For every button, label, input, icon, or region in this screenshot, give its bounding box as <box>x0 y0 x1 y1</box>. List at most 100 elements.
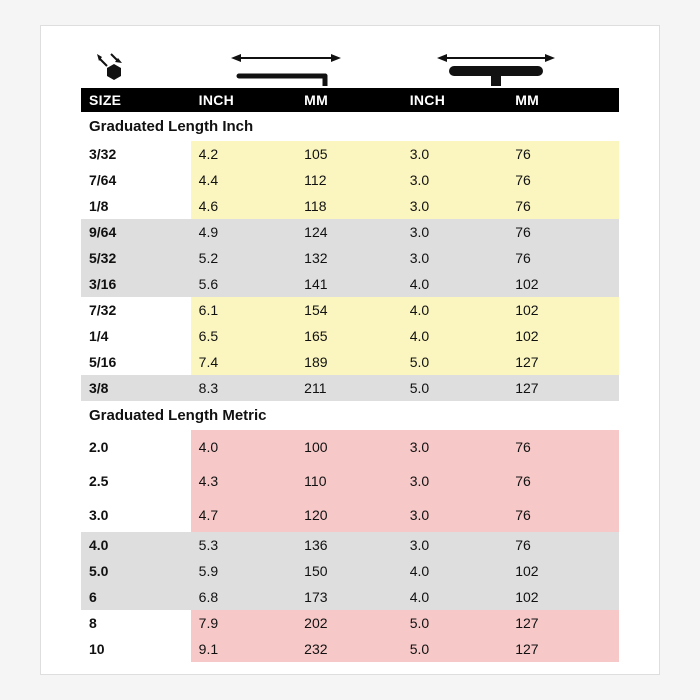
cell-value: 127 <box>507 349 619 375</box>
cell-value: 7.4 <box>191 349 297 375</box>
cell-value: 4.4 <box>191 167 297 193</box>
cell-value: 102 <box>507 271 619 297</box>
cell-value: 136 <box>296 532 402 558</box>
table-row: 2.04.01003.076 <box>81 430 619 464</box>
cell-size: 3.0 <box>81 498 191 532</box>
cell-value: 76 <box>507 167 619 193</box>
cell-value: 76 <box>507 245 619 271</box>
cell-value: 3.0 <box>402 464 508 498</box>
section-title: Graduated Length Metric <box>81 401 619 430</box>
cell-value: 5.0 <box>402 375 508 401</box>
cell-value: 102 <box>507 297 619 323</box>
cell-value: 127 <box>507 610 619 636</box>
table-row: 66.81734.0102 <box>81 584 619 610</box>
cell-value: 4.0 <box>402 323 508 349</box>
cell-size: 10 <box>81 636 191 662</box>
cell-value: 7.9 <box>191 610 297 636</box>
l-key-length-icon <box>187 50 391 86</box>
cell-size: 1/4 <box>81 323 191 349</box>
cell-value: 100 <box>296 430 402 464</box>
cell-value: 102 <box>507 323 619 349</box>
cell-size: 9/64 <box>81 219 191 245</box>
cell-value: 4.0 <box>402 558 508 584</box>
cell-value: 4.0 <box>402 271 508 297</box>
cell-size: 5/32 <box>81 245 191 271</box>
header-mm1: MM <box>296 88 402 112</box>
table-row: 5.05.91504.0102 <box>81 558 619 584</box>
cell-value: 3.0 <box>402 532 508 558</box>
cell-value: 118 <box>296 193 402 219</box>
cell-value: 4.3 <box>191 464 297 498</box>
spec-table: SIZE INCH MM INCH MM Graduated Length In… <box>81 88 619 662</box>
table-row: 3/324.21053.076 <box>81 141 619 167</box>
table-row: 5/325.21323.076 <box>81 245 619 271</box>
spec-table-frame: SIZE INCH MM INCH MM Graduated Length In… <box>40 25 660 675</box>
cell-value: 6.5 <box>191 323 297 349</box>
table-row: 3.04.71203.076 <box>81 498 619 532</box>
cell-value: 3.0 <box>402 167 508 193</box>
cell-value: 76 <box>507 430 619 464</box>
cell-value: 102 <box>507 558 619 584</box>
cell-size: 1/8 <box>81 193 191 219</box>
table-row: 2.54.31103.076 <box>81 464 619 498</box>
header-inch2: INCH <box>402 88 508 112</box>
cell-value: 189 <box>296 349 402 375</box>
cell-size: 3/16 <box>81 271 191 297</box>
cell-value: 112 <box>296 167 402 193</box>
cell-value: 127 <box>507 375 619 401</box>
cell-value: 124 <box>296 219 402 245</box>
t-handle-length-icon <box>391 50 601 86</box>
cell-size: 5/16 <box>81 349 191 375</box>
header-mm2: MM <box>507 88 619 112</box>
cell-value: 5.3 <box>191 532 297 558</box>
table-row: 4.05.31363.076 <box>81 532 619 558</box>
table-row: 7/326.11544.0102 <box>81 297 619 323</box>
cell-value: 4.7 <box>191 498 297 532</box>
hex-size-icon <box>81 50 187 86</box>
cell-value: 232 <box>296 636 402 662</box>
section-title-row: Graduated Length Metric <box>81 401 619 430</box>
cell-value: 150 <box>296 558 402 584</box>
header-row: SIZE INCH MM INCH MM <box>81 88 619 112</box>
cell-size: 3/32 <box>81 141 191 167</box>
cell-value: 3.0 <box>402 219 508 245</box>
cell-value: 6.8 <box>191 584 297 610</box>
cell-value: 3.0 <box>402 245 508 271</box>
cell-value: 76 <box>507 532 619 558</box>
cell-value: 102 <box>507 584 619 610</box>
cell-value: 9.1 <box>191 636 297 662</box>
cell-value: 202 <box>296 610 402 636</box>
cell-value: 8.3 <box>191 375 297 401</box>
cell-value: 173 <box>296 584 402 610</box>
cell-value: 5.0 <box>402 349 508 375</box>
cell-value: 105 <box>296 141 402 167</box>
cell-size: 4.0 <box>81 532 191 558</box>
cell-size: 5.0 <box>81 558 191 584</box>
cell-value: 76 <box>507 219 619 245</box>
cell-value: 76 <box>507 498 619 532</box>
cell-value: 4.0 <box>191 430 297 464</box>
header-inch1: INCH <box>191 88 297 112</box>
cell-size: 3/8 <box>81 375 191 401</box>
cell-value: 127 <box>507 636 619 662</box>
section-title: Graduated Length Inch <box>81 112 619 141</box>
cell-value: 165 <box>296 323 402 349</box>
section-title-row: Graduated Length Inch <box>81 112 619 141</box>
cell-size: 2.0 <box>81 430 191 464</box>
table-row: 1/84.61183.076 <box>81 193 619 219</box>
cell-value: 5.2 <box>191 245 297 271</box>
cell-size: 2.5 <box>81 464 191 498</box>
cell-value: 4.6 <box>191 193 297 219</box>
cell-value: 120 <box>296 498 402 532</box>
table-row: 1/46.51654.0102 <box>81 323 619 349</box>
cell-value: 3.0 <box>402 430 508 464</box>
cell-value: 132 <box>296 245 402 271</box>
cell-size: 7/32 <box>81 297 191 323</box>
table-row: 5/167.41895.0127 <box>81 349 619 375</box>
table-row: 3/88.32115.0127 <box>81 375 619 401</box>
cell-value: 5.9 <box>191 558 297 584</box>
table-row: 3/165.61414.0102 <box>81 271 619 297</box>
table-row: 87.92025.0127 <box>81 610 619 636</box>
cell-value: 154 <box>296 297 402 323</box>
cell-value: 76 <box>507 464 619 498</box>
